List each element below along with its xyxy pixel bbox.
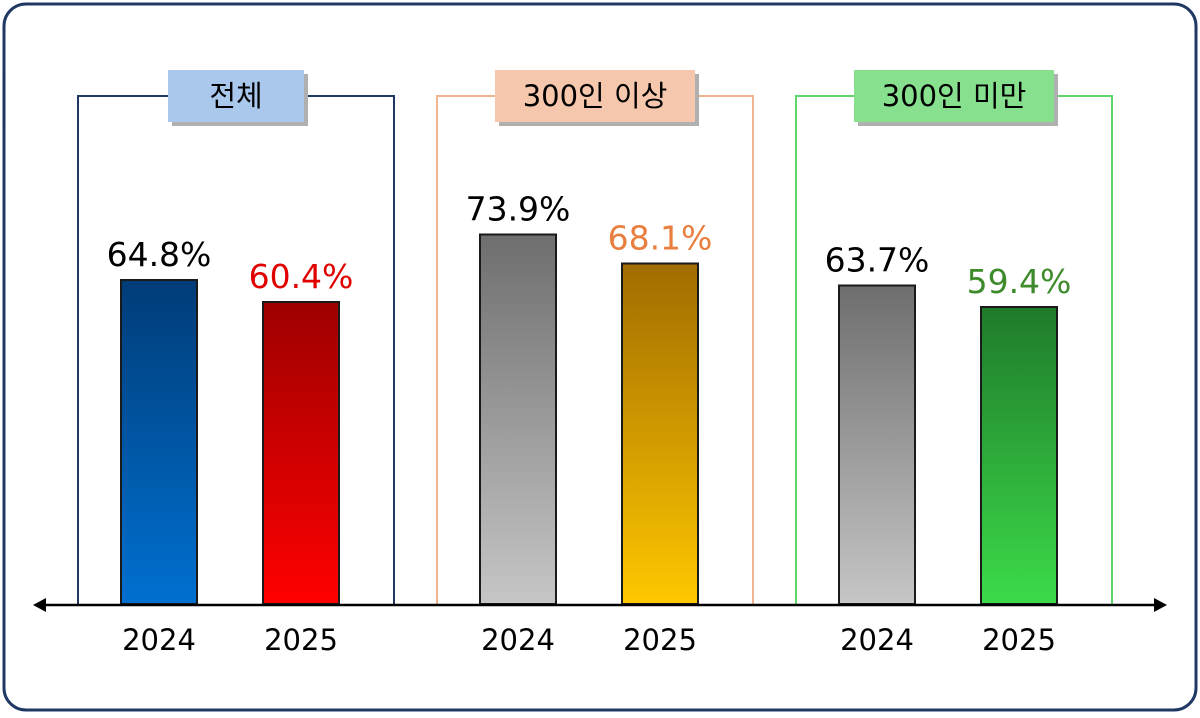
bar-2024 (838, 284, 916, 605)
x-tick-label: 2025 (982, 623, 1056, 657)
group-title-box (168, 70, 304, 122)
x-tick-label: 2024 (840, 623, 914, 657)
bar-2025 (262, 301, 340, 605)
axis-arrow-left-icon (33, 598, 46, 612)
group-title: 전체 (209, 79, 262, 113)
bar-2025 (621, 262, 699, 605)
x-tick-label: 2024 (481, 623, 555, 657)
data-label: 63.7% (825, 241, 930, 280)
data-label: 68.1% (608, 219, 713, 258)
bar-2025 (980, 306, 1058, 605)
bar-2024 (479, 233, 557, 605)
group-title-box (854, 70, 1054, 122)
group-title-box (495, 70, 695, 122)
group-1: 전체 64.8% 2024 60.4% 2025 (77, 70, 395, 657)
x-tick-label: 2025 (264, 623, 338, 657)
data-label: 64.8% (107, 235, 212, 274)
data-label: 73.9% (466, 190, 571, 229)
x-tick-label: 2024 (122, 623, 196, 657)
x-tick-label: 2025 (623, 623, 697, 657)
data-label: 60.4% (249, 257, 354, 296)
bar-2024 (120, 279, 198, 605)
group-title: 300인 이상 (523, 79, 668, 113)
group-title: 300인 미만 (882, 79, 1027, 113)
data-label: 59.4% (967, 262, 1072, 301)
group-3: 300인 미만 63.7% 2024 59.4% 2025 (795, 70, 1113, 657)
group-2: 300인 이상 73.9% 2024 68.1% 2025 (436, 70, 754, 657)
axis-arrow-right-icon (1154, 598, 1167, 612)
x-axis (33, 598, 1167, 612)
